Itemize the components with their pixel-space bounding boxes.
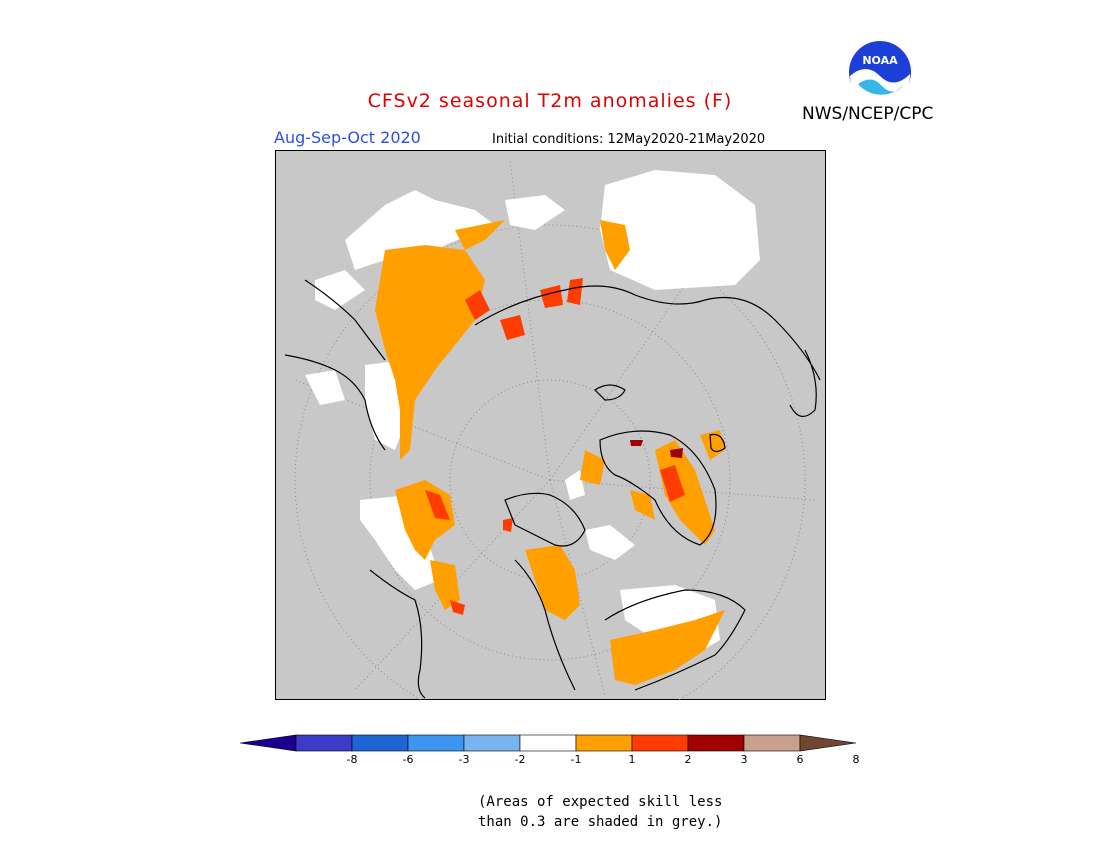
colorbar-arrow-high (799, 734, 857, 752)
colorbar-tick-label: 1 (628, 753, 636, 766)
colorbar-segment (575, 734, 633, 752)
colorbar-segment (687, 734, 745, 752)
coastlines (284, 279, 821, 699)
colorbar-segment (631, 734, 689, 752)
colorbar-tick-label: -3 (458, 753, 470, 766)
chart-title: CFSv2 seasonal T2m anomalies (F) (367, 90, 733, 112)
colorbar-segment (743, 734, 801, 752)
noaa-logo: NOAA (849, 41, 911, 104)
colorbar-segment (463, 734, 521, 752)
skill-note-line1: (Areas of expected skill less (478, 794, 723, 810)
colorbar-tick-label: 6 (796, 753, 804, 766)
colorbar-tick-label: -6 (402, 753, 414, 766)
colorbar-segment (519, 734, 577, 752)
colorbar-segment (407, 734, 465, 752)
colorbar-tick-label: 2 (684, 753, 692, 766)
colorbar-tick-label: 3 (740, 753, 748, 766)
colorbar-segment (351, 734, 409, 752)
colorbar-segments (240, 734, 857, 752)
colorbar-tick-label: -1 (570, 753, 582, 766)
warm-anomaly-regions (375, 220, 725, 685)
polar-map (275, 150, 826, 700)
logo-text: NOAA (862, 54, 898, 67)
colorbar-tick-label: 8 (852, 753, 860, 766)
skill-note-line2: than 0.3 are shaded in grey.) (478, 814, 723, 830)
colorbar-arrow-low (240, 734, 297, 752)
strong-warm-regions (425, 278, 685, 615)
colorbar (240, 734, 857, 752)
initial-conditions: Initial conditions: 12May2020-21May2020 (492, 132, 766, 147)
forecast-period: Aug-Sep-Oct 2020 (274, 128, 421, 147)
agency-label: NWS/NCEP/CPC (802, 104, 934, 124)
colorbar-tick-label: -2 (514, 753, 526, 766)
skill-note: (Areas of expected skill less than 0.3 a… (478, 792, 722, 832)
extreme-warm-regions (630, 440, 683, 458)
colorbar-tick-label: -8 (346, 753, 358, 766)
colorbar-segment (295, 734, 353, 752)
